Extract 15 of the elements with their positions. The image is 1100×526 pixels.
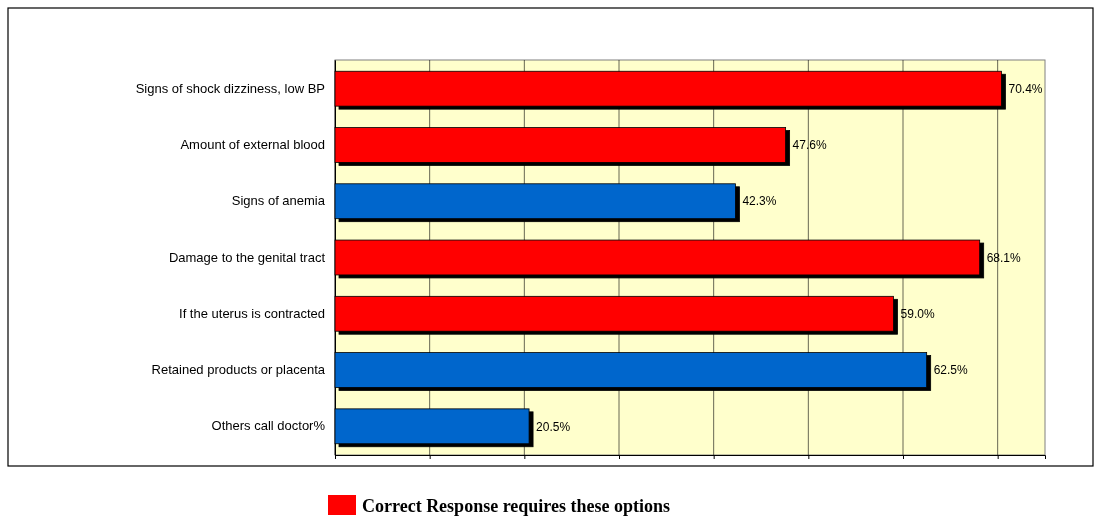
data-label: 70.4% bbox=[1008, 81, 1043, 96]
legend-label: Correct Response requires these options bbox=[362, 496, 670, 516]
data-label: 62.5% bbox=[933, 363, 969, 378]
data-label: 42.3% bbox=[742, 194, 777, 209]
y-tick-label: Signs of shock dizziness, low BP bbox=[135, 80, 325, 96]
y-tick-label: Retained products or placenta bbox=[151, 362, 326, 378]
y-tick-label: Signs of anemia bbox=[231, 193, 326, 209]
data-label: 20.5% bbox=[536, 419, 571, 434]
y-tick-label: If the uterus is contracted bbox=[179, 305, 325, 321]
y-tick-label: Others call doctor% bbox=[211, 418, 326, 434]
data-label: 59.0% bbox=[900, 306, 935, 321]
data-label: 68.1% bbox=[986, 250, 1022, 265]
data-label: 47.6% bbox=[792, 138, 827, 153]
y-tick-label: Damage to the genital tract bbox=[168, 249, 326, 265]
y-tick-label: Amount of external blood bbox=[180, 137, 325, 153]
